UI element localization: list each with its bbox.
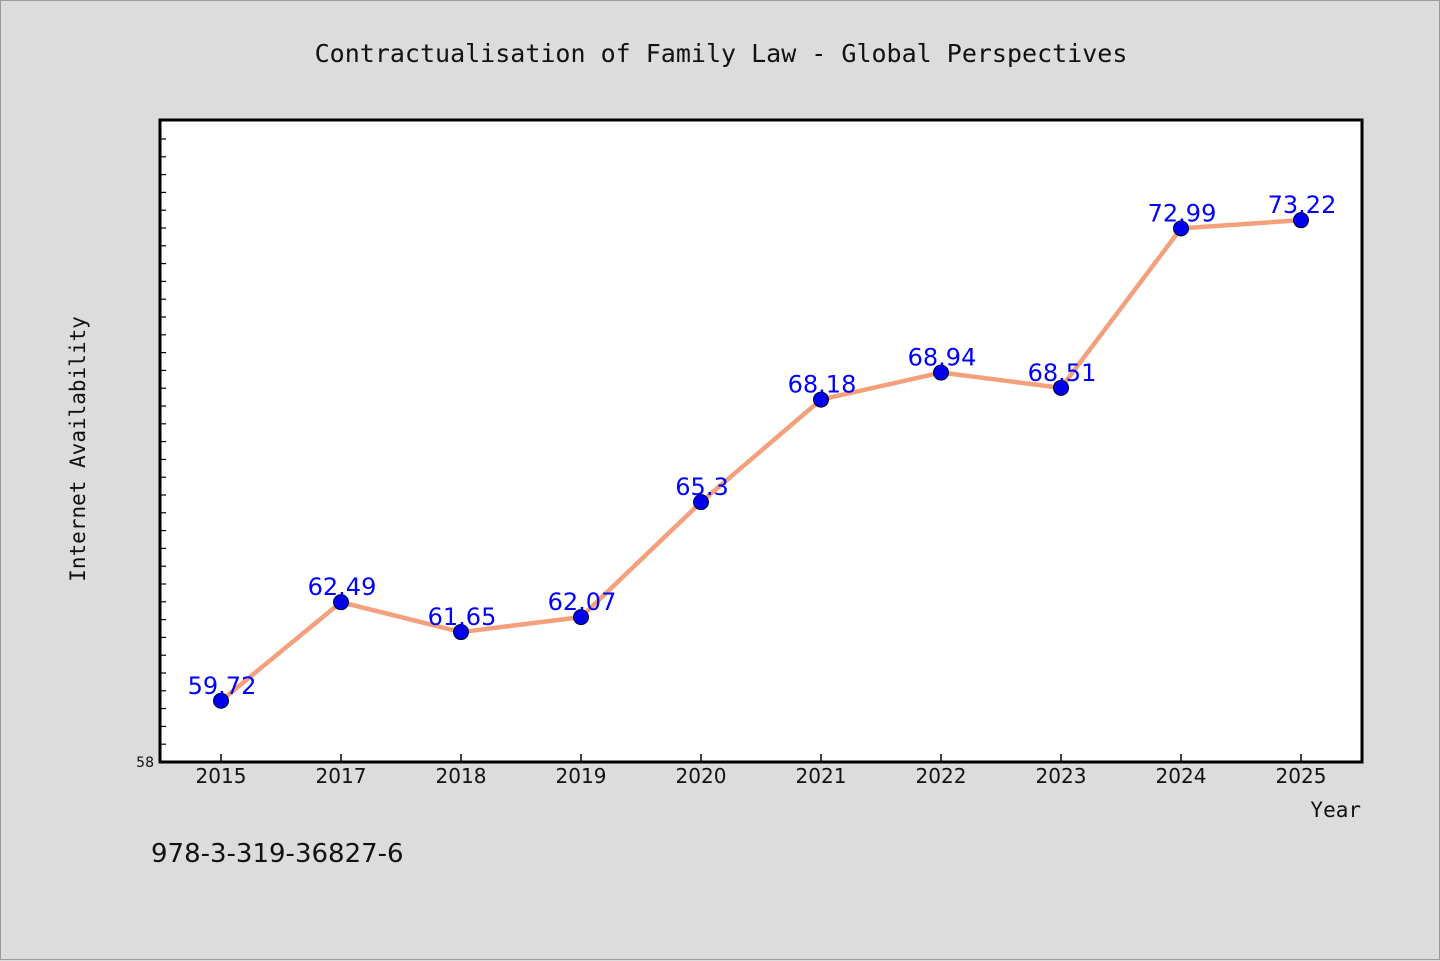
data-label: 72.99 [1148, 199, 1217, 227]
data-label: 61.65 [428, 603, 497, 631]
x-tick-label: 2023 [1036, 764, 1087, 788]
data-label: 59.72 [188, 672, 257, 700]
data-point [933, 364, 949, 381]
y-tick-label-min: 58 [136, 755, 154, 771]
data-label: 68.94 [908, 344, 977, 372]
data-label: 68.18 [788, 371, 857, 399]
data-point [333, 594, 349, 611]
data-point [453, 624, 469, 641]
x-tick-label: 2015 [196, 764, 247, 788]
data-point [1053, 379, 1069, 396]
data-label: 62.07 [548, 588, 617, 616]
x-axis-label: Year [1310, 798, 1361, 822]
y-axis-ticks [160, 138, 166, 745]
data-point [1293, 212, 1309, 229]
x-axis-ticks: 2015 2017 2018 2019 2020 2021 2022 2023 2024 2025 [196, 754, 1327, 788]
data-label: 73.22 [1268, 191, 1337, 219]
data-label: 65.3 [675, 473, 728, 501]
data-point [213, 692, 229, 709]
x-tick-label: 2022 [916, 764, 967, 788]
isbn-caption: 978-3-319-36827-6 [151, 839, 404, 869]
plot-area [158, 118, 1364, 764]
data-point [1173, 220, 1189, 237]
x-tick-label: 2021 [796, 764, 847, 788]
x-tick-label: 2018 [436, 764, 487, 788]
x-tick-label: 2019 [556, 764, 607, 788]
y-axis-label: Internet Availability [66, 316, 90, 582]
x-tick-label: 2020 [676, 764, 727, 788]
x-tick-label: 2025 [1276, 764, 1327, 788]
x-tick-label: 2017 [316, 764, 367, 788]
data-labels: 59.72 62.49 61.65 62.07 65.3 68.18 68.94 68.51 7… [188, 191, 1337, 700]
data-label: 68.51 [1028, 359, 1097, 387]
x-tick-label: 2024 [1156, 764, 1207, 788]
data-point [693, 494, 709, 511]
series-line [218, 217, 1304, 704]
data-point [813, 391, 829, 408]
chart-title: Contractualisation of Family Law - Globa… [315, 39, 1128, 68]
series-line-group [218, 217, 1304, 704]
data-point [573, 609, 589, 626]
data-markers [213, 212, 1309, 709]
data-label: 62.49 [308, 573, 377, 601]
